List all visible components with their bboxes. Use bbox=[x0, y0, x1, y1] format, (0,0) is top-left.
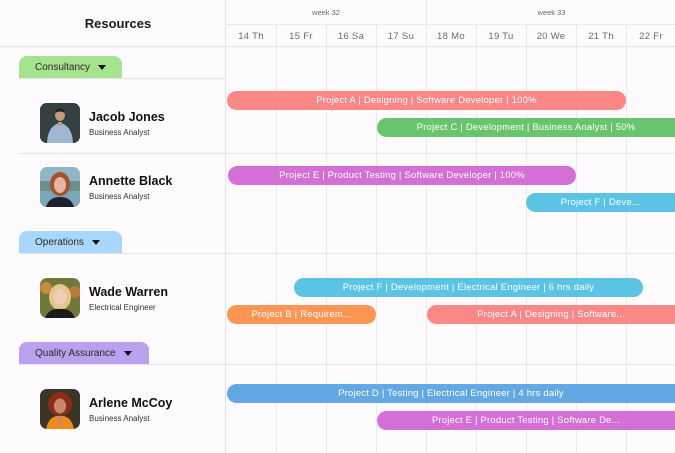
divider bbox=[19, 153, 226, 154]
grid-line bbox=[576, 25, 577, 453]
timeline-panel: week 32 week 33 14 Th 15 Fr 16 Sa 17 Su … bbox=[226, 0, 675, 453]
resource-name: Wade Warren bbox=[89, 284, 168, 299]
day-header: 15 Fr bbox=[289, 30, 313, 42]
divider bbox=[19, 78, 225, 79]
group-label: Operations bbox=[35, 236, 84, 248]
grid-line bbox=[226, 253, 675, 254]
task-bar[interactable]: Project B | Requirem... bbox=[227, 305, 376, 324]
avatar bbox=[40, 167, 80, 207]
group-tab-operations[interactable]: Operations bbox=[19, 231, 122, 253]
day-header: 18 Mo bbox=[437, 30, 465, 42]
avatar bbox=[40, 278, 80, 318]
person-photo-icon bbox=[40, 167, 80, 207]
grid-line bbox=[476, 25, 477, 453]
grid-line bbox=[326, 25, 327, 453]
group-label: Quality Assurance bbox=[35, 347, 116, 359]
person-photo-icon bbox=[40, 278, 80, 318]
group-tab-consultancy[interactable]: Consultancy bbox=[19, 56, 122, 78]
grid-line bbox=[226, 153, 675, 154]
resource-wade-warren[interactable]: Wade Warren Electrical Engineer bbox=[40, 278, 168, 318]
resource-name: Annette Black bbox=[89, 173, 173, 188]
grid-line bbox=[226, 364, 675, 365]
day-header: 16 Sa bbox=[337, 30, 365, 42]
task-bar[interactable]: Project E | Product Testing | Software D… bbox=[228, 166, 576, 185]
day-header: 20 We bbox=[536, 30, 566, 42]
person-photo-icon bbox=[40, 389, 80, 429]
week-header: week 32 bbox=[312, 8, 340, 17]
resource-name: Arlene McCoy bbox=[89, 395, 173, 410]
resource-panel: Resources Consultancy Jacob Jones Busine… bbox=[0, 0, 226, 453]
divider bbox=[19, 364, 225, 365]
caret-down-icon[interactable] bbox=[123, 350, 132, 356]
task-bar[interactable]: Project F | Deve... bbox=[526, 193, 675, 212]
resource-arlene-mccoy[interactable]: Arlene McCoy Business Analyst bbox=[40, 389, 172, 429]
person-photo-icon bbox=[40, 103, 80, 143]
grid-line bbox=[426, 0, 427, 453]
resource-annette-black[interactable]: Annette Black Business Analyst bbox=[40, 167, 172, 207]
grid-line bbox=[276, 25, 277, 453]
day-header: 22 Fr bbox=[639, 30, 663, 42]
resource-role: Business Analyst bbox=[89, 191, 150, 201]
resource-jacob-jones[interactable]: Jacob Jones Business Analyst bbox=[40, 103, 165, 143]
week-header: week 33 bbox=[426, 0, 675, 25]
resource-role: Business Analyst bbox=[89, 127, 150, 137]
resources-header: Resources bbox=[0, 0, 226, 47]
task-bar[interactable]: Project E | Product Testing | Software D… bbox=[377, 411, 675, 430]
day-header: 21 Th bbox=[588, 30, 614, 42]
resource-name: Jacob Jones bbox=[89, 109, 165, 124]
week-header-row: week 32 week 33 bbox=[226, 0, 675, 25]
day-header: 17 Su bbox=[387, 30, 415, 42]
day-header: 14 Th bbox=[238, 30, 264, 42]
task-bar[interactable]: Project A | Designing | Software... bbox=[427, 305, 675, 324]
group-label: Consultancy bbox=[35, 61, 91, 73]
grid-line bbox=[626, 25, 627, 453]
divider bbox=[19, 253, 225, 254]
task-bar[interactable]: Project C | Development | Business Analy… bbox=[377, 118, 675, 137]
grid-line bbox=[376, 25, 377, 453]
task-bar[interactable]: Project D | Testing | Electrical Enginee… bbox=[227, 384, 675, 403]
avatar bbox=[40, 389, 80, 429]
day-header-row: 14 Th 15 Fr 16 Sa 17 Su 18 Mo 19 Tu 20 W… bbox=[226, 25, 675, 47]
resource-role: Electrical Engineer bbox=[89, 302, 156, 312]
task-bar[interactable]: Project F | Development | Electrical Eng… bbox=[294, 278, 643, 297]
resource-role: Business Analyst bbox=[89, 413, 150, 423]
caret-down-icon[interactable] bbox=[98, 64, 107, 70]
caret-down-icon[interactable] bbox=[91, 239, 100, 245]
day-header: 19 Tu bbox=[488, 30, 514, 42]
task-bar[interactable]: Project A | Designing | Software Develop… bbox=[227, 91, 626, 110]
group-tab-quality-assurance[interactable]: Quality Assurance bbox=[19, 342, 149, 364]
avatar bbox=[40, 103, 80, 143]
grid-line bbox=[526, 25, 527, 453]
